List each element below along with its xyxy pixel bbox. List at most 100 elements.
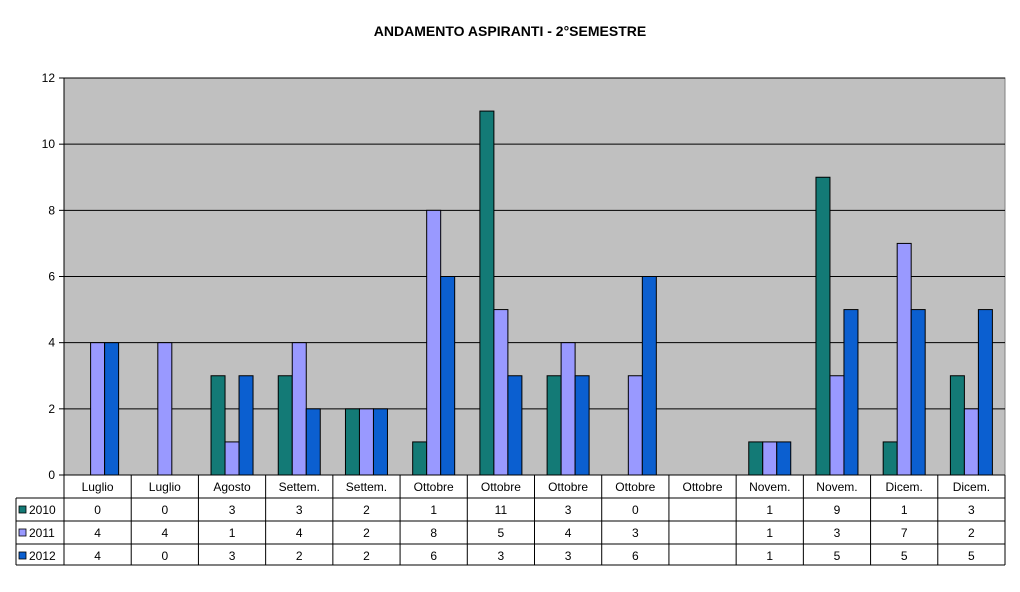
data-label: 0 <box>161 503 168 517</box>
data-label: 1 <box>766 503 773 517</box>
data-label: 3 <box>968 503 975 517</box>
bar-2011 <box>157 342 173 476</box>
y-tick-label: 0 <box>48 468 55 482</box>
y-tick-label: 12 <box>42 71 56 85</box>
bar-2010 <box>479 110 495 476</box>
bar-2012 <box>507 375 523 476</box>
bar-2011 <box>224 441 240 476</box>
category-label: Ottobre <box>414 480 454 494</box>
bar-2010 <box>882 441 898 476</box>
legend-key-2010 <box>18 505 27 514</box>
data-label: 3 <box>296 503 303 517</box>
data-label: 0 <box>161 549 168 563</box>
bar-2010 <box>546 375 562 476</box>
data-label: 5 <box>968 549 975 563</box>
category-label: Ottobre <box>548 480 588 494</box>
data-label: 9 <box>834 503 841 517</box>
data-label: 2 <box>363 549 370 563</box>
data-label: 1 <box>229 526 236 540</box>
bar-2012 <box>574 375 590 476</box>
bar-2010 <box>210 375 226 476</box>
legend-label-2010: 2010 <box>29 503 56 517</box>
data-label: 2 <box>363 526 370 540</box>
bar-2010 <box>277 375 293 476</box>
bar-2011 <box>963 408 979 476</box>
y-tick-label: 4 <box>48 336 55 350</box>
data-label: 11 <box>495 503 508 517</box>
y-tick-label: 10 <box>42 137 56 151</box>
category-label: Luglio <box>149 480 181 494</box>
bar-2010 <box>815 176 831 476</box>
data-label: 5 <box>901 549 908 563</box>
category-label: Settem. <box>279 480 320 494</box>
category-label: Luglio <box>82 480 114 494</box>
bar-2011 <box>627 375 643 476</box>
data-label: 6 <box>632 549 639 563</box>
data-label: 3 <box>834 526 841 540</box>
bar-2010 <box>412 441 428 476</box>
bar-2011 <box>829 375 845 476</box>
bar-2012 <box>440 276 456 476</box>
category-label: Dicem. <box>953 480 990 494</box>
bar-2012 <box>910 309 926 476</box>
category-label: Ottobre <box>481 480 521 494</box>
data-label: 3 <box>229 549 236 563</box>
y-axis: 0 2 4 6 8 10 12 <box>42 71 65 482</box>
data-table: Luglio Luglio Agosto Settem. Settem. Ottobre O… <box>15 474 1006 566</box>
data-label: 1 <box>766 549 773 563</box>
bar-2012 <box>238 375 254 476</box>
y-tick-label: 6 <box>48 270 55 284</box>
category-label: Settem. <box>346 480 387 494</box>
bar-2011 <box>358 408 374 476</box>
bar-2011 <box>762 441 778 476</box>
bar-2010 <box>748 441 764 476</box>
data-label: 2 <box>363 503 370 517</box>
data-label: 1 <box>430 503 437 517</box>
data-label: 7 <box>901 526 908 540</box>
data-label: 2 <box>968 526 975 540</box>
data-label: 0 <box>632 503 639 517</box>
data-label: 0 <box>94 503 101 517</box>
y-tick-label: 2 <box>48 402 55 416</box>
data-label: 3 <box>632 526 639 540</box>
data-label: 4 <box>296 526 303 540</box>
data-label: 3 <box>498 549 505 563</box>
bar-2011 <box>291 342 307 476</box>
data-label: 3 <box>565 549 572 563</box>
data-label: 2 <box>296 549 303 563</box>
data-label: 8 <box>430 526 437 540</box>
bar-2012 <box>776 441 792 476</box>
data-label: 3 <box>565 503 572 517</box>
category-label: Dicem. <box>886 480 923 494</box>
data-label: 3 <box>229 503 236 517</box>
data-label: 1 <box>766 526 773 540</box>
bar-2012 <box>843 309 859 476</box>
bar-2011 <box>426 209 442 476</box>
y-tick-label: 8 <box>48 203 55 217</box>
bar-2011 <box>493 309 509 476</box>
bar-2012 <box>305 408 321 476</box>
bar-2012 <box>104 342 120 476</box>
category-label: Novem. <box>816 480 857 494</box>
category-label: Novem. <box>749 480 790 494</box>
legend-label-2012: 2012 <box>29 549 56 563</box>
bar-2011 <box>560 342 576 476</box>
bar-2010 <box>344 408 360 476</box>
data-label: 4 <box>94 549 101 563</box>
bar-2012 <box>641 276 657 476</box>
legend-key-2012 <box>18 551 27 560</box>
data-label: 5 <box>834 549 841 563</box>
bar-2010 <box>949 375 965 476</box>
legend-label-2011: 2011 <box>29 526 55 540</box>
legend-key-2011 <box>18 528 27 537</box>
chart-title: ANDAMENTO ASPIRANTI - 2°SEMESTRE <box>374 23 646 39</box>
data-label: 6 <box>430 549 437 563</box>
bar-2012 <box>977 309 993 476</box>
plot-area <box>63 77 1006 476</box>
data-label: 1 <box>901 503 908 517</box>
bar-2011 <box>896 242 912 476</box>
bar-2011 <box>90 342 106 476</box>
category-label: Ottobre <box>615 480 655 494</box>
